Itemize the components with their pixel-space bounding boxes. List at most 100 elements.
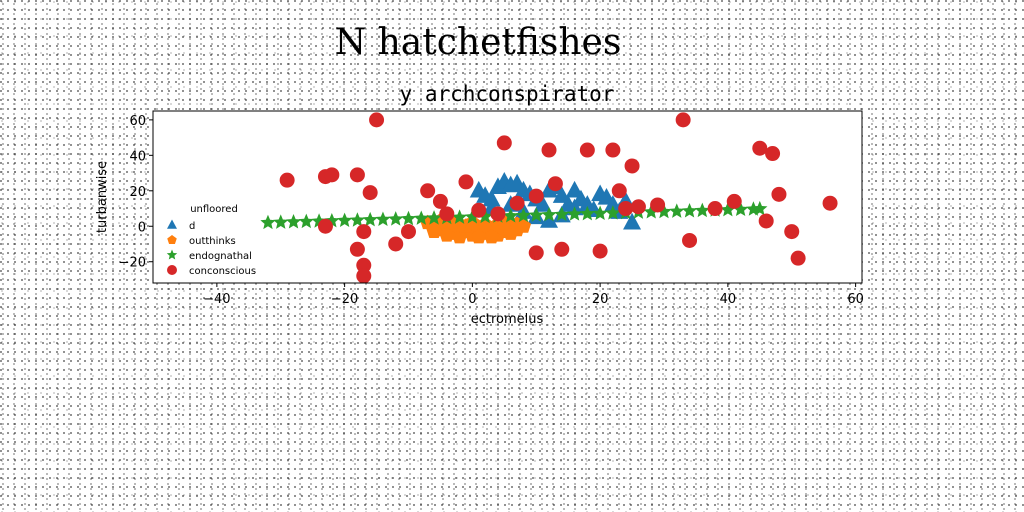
data-point [337,212,353,228]
data-point [413,210,429,225]
y-tick-label: 40 [129,149,146,164]
x-tick-label: −40 [203,292,230,307]
data-point [540,211,559,228]
data-point [471,202,487,218]
data-point [509,195,525,211]
data-point [349,212,366,227]
data-point [765,146,781,162]
data-point [694,202,710,218]
x-tick-label: 60 [847,292,864,307]
data-point [771,186,787,202]
series-conconscious [279,112,838,284]
data-point [273,214,289,229]
data-point [490,206,506,222]
data-point [675,112,691,128]
data-point [356,257,372,273]
data-point [458,174,474,190]
data-point [758,213,774,229]
y-axis-ticks: −20 0 20 40 60 [119,114,153,271]
y-tick-label: 60 [129,114,146,129]
data-point [349,167,365,183]
data-point [432,193,448,209]
x-axis-label: ectromelus [471,312,544,327]
x-tick-label: 40 [720,292,737,307]
data-point [439,227,455,242]
data-point [566,206,583,221]
data-point [733,201,749,217]
data-point [726,193,742,209]
data-point [623,212,642,230]
data-point [388,211,404,226]
data-point [388,236,404,252]
data-point [618,201,634,217]
data-point [349,241,365,257]
data-point [439,206,455,222]
data-point [464,214,480,230]
legend-marker [166,249,178,260]
data-point [822,195,838,211]
data-point [483,228,500,244]
data-point [643,204,659,219]
chart-title: N hatchetfishes [335,22,622,63]
data-point [790,250,806,266]
legend: unfloored d outthinks endognathal conconsci… [166,204,256,277]
data-point [579,205,595,221]
data-point [541,142,557,158]
data-point [784,224,800,240]
legend-marker [167,235,177,245]
data-point [451,209,468,224]
x-tick-label: 20 [592,292,609,307]
x-axis-ticks: −40 −20 0 20 40 60 [203,283,864,307]
data-point [752,140,768,156]
data-point [279,172,295,188]
data-point [650,197,666,213]
data-point [420,183,436,199]
y-tick-label: −20 [119,256,146,271]
data-point [356,224,372,240]
data-point [554,241,570,257]
series-outthinks [420,212,532,244]
data-point [752,200,768,216]
data-point [611,183,627,199]
data-point [369,112,385,128]
data-point [605,205,621,220]
data-point [547,176,563,192]
data-point [528,188,544,204]
data-point [624,158,640,174]
plot-frame [152,110,863,284]
data-point [528,245,544,261]
legend-label: outthinks [189,236,236,247]
data-point [579,142,595,158]
data-point [260,214,276,230]
data-point [682,232,698,248]
data-point [554,206,570,222]
y-axis-label: turbanwise [95,161,110,233]
data-point [285,214,302,229]
data-point [426,223,442,239]
x-tick-label: −20 [331,292,358,307]
data-point [720,201,736,217]
data-point [482,189,501,207]
data-point [298,213,314,229]
data-point [707,201,723,217]
legend-marker [167,219,177,229]
data-point [592,205,608,220]
data-point [375,211,391,226]
data-point [464,209,480,224]
chart-subtitle: y archconspirator [400,82,615,106]
data-point [400,224,416,240]
data-point [471,228,487,244]
data-point [669,203,685,218]
data-point [592,243,608,259]
data-point [477,208,493,224]
legend-label: d [189,221,195,232]
data-point [317,218,333,234]
y-tick-label: 20 [129,185,146,200]
data-point [426,210,442,225]
data-point [503,207,519,223]
data-point [528,207,544,222]
data-point [515,207,532,223]
data-point [324,167,340,183]
legend-marker [167,265,177,275]
